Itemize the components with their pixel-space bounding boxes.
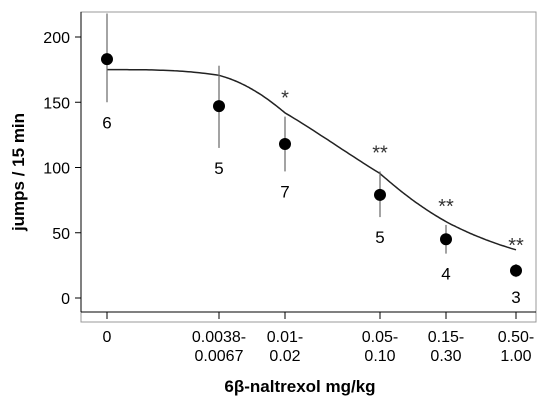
x-tick-label: 0 <box>103 329 112 346</box>
n-label: 5 <box>214 159 223 178</box>
significance-label: ** <box>508 235 524 257</box>
n-label: 5 <box>375 228 384 247</box>
x-tick-label: 0.15- <box>428 329 464 346</box>
y-axis-title: jumps / 15 min <box>9 113 28 232</box>
y-tick-label: 0 <box>61 291 70 308</box>
error-bars <box>106 13 517 278</box>
x-tick-label: 0.0067 <box>195 348 244 365</box>
x-tick-label: 0.05- <box>362 329 398 346</box>
data-point <box>510 264 522 277</box>
x-axis-title: 6β-naltrexol mg/kg <box>224 377 375 396</box>
x-tick-label: 0.01- <box>267 329 303 346</box>
x-ticks: 0 0.0038- 0.0067 0.01- 0.02 0.05- 0.10 0.15- 0.3… <box>103 312 534 365</box>
x-tick-label: 0.30 <box>430 348 461 365</box>
y-tick-label: 100 <box>43 161 70 178</box>
y-ticks: 0 50 100 150 200 <box>43 30 81 308</box>
x-tick-label: 0.10 <box>364 348 395 365</box>
x-tick-label: 0.50- <box>498 329 534 346</box>
fit-curve <box>107 68 517 251</box>
data-point <box>213 100 225 113</box>
significance-label: ** <box>438 196 454 218</box>
x-tick-label: 0.02 <box>269 348 300 365</box>
n-label: 3 <box>511 288 520 307</box>
significance-labels: ******* <box>281 88 524 257</box>
n-label: 6 <box>102 113 111 132</box>
n-label: 7 <box>280 182 289 201</box>
n-label: 4 <box>441 265 450 284</box>
y-tick-label: 50 <box>52 226 70 243</box>
data-point <box>440 233 452 246</box>
significance-label: * <box>281 88 289 110</box>
y-tick-label: 200 <box>43 30 70 47</box>
plot-frame <box>80 11 537 323</box>
n-labels: 6 5 7 5 4 3 <box>102 113 520 307</box>
data-point <box>101 53 113 66</box>
x-tick-label: 1.00 <box>500 348 531 365</box>
x-tick-label: 0.0038- <box>192 329 246 346</box>
data-point <box>279 138 291 151</box>
data-point <box>374 188 386 201</box>
y-tick-label: 150 <box>43 95 70 112</box>
significance-label: ** <box>372 142 388 164</box>
data-points <box>101 53 522 277</box>
